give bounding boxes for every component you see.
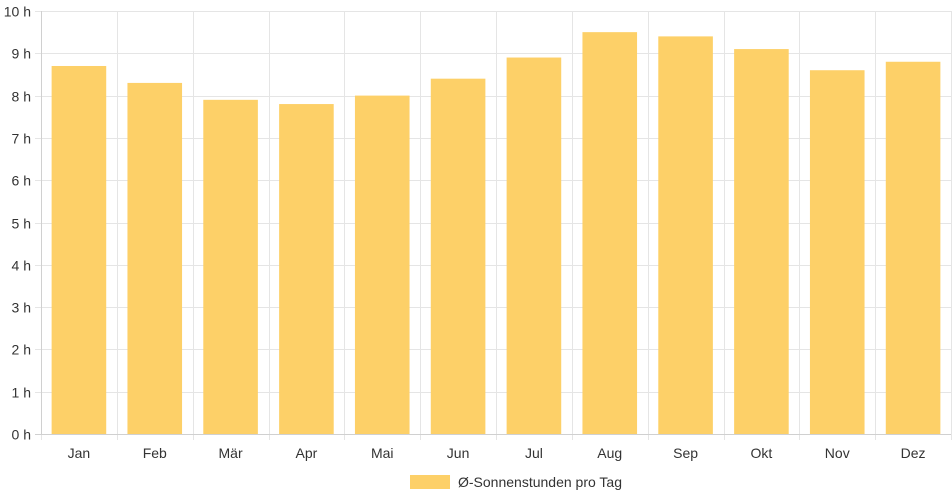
bars xyxy=(51,32,941,435)
y-tick-label: 2 h xyxy=(12,342,31,358)
y-tick-label: 9 h xyxy=(12,46,31,62)
x-tick-label: Aug xyxy=(597,445,622,461)
y-tick-label: 4 h xyxy=(12,258,31,274)
y-tick-label: 6 h xyxy=(12,173,31,189)
bar-feb[interactable] xyxy=(127,82,183,434)
y-tick-label: 7 h xyxy=(12,131,31,147)
bar-dez[interactable] xyxy=(885,61,941,434)
bar-apr[interactable] xyxy=(279,104,334,434)
y-tick-label: 0 h xyxy=(12,427,31,443)
x-tick-label: Feb xyxy=(143,445,167,461)
x-tick-label: Okt xyxy=(751,445,773,461)
x-tick-label: Jul xyxy=(525,445,543,461)
x-tick-label: Mai xyxy=(371,445,394,461)
y-tick-label: 8 h xyxy=(12,89,31,105)
x-tick-label: Apr xyxy=(296,445,318,461)
y-tick-label: 1 h xyxy=(12,385,31,401)
bar-mai[interactable] xyxy=(354,95,410,434)
legend-label: Ø-Sonnenstunden pro Tag xyxy=(458,474,622,490)
x-tick-label: Sep xyxy=(673,445,698,461)
y-tick-label: 5 h xyxy=(12,216,31,232)
axes: 0 h 1 h 2 h 3 h 4 h 5 h 6 h 7 h 8 h 9 h 10 h Jan Feb… xyxy=(4,4,951,461)
x-tick-label: Nov xyxy=(825,445,850,461)
x-tick-label: Dez xyxy=(901,445,926,461)
x-tick-label: Jan xyxy=(68,445,91,461)
bar-aug[interactable] xyxy=(582,32,638,435)
x-tick-label: Jun xyxy=(447,445,470,461)
bar-mär[interactable] xyxy=(203,99,258,434)
bar-jan[interactable] xyxy=(51,65,107,435)
legend[interactable]: Ø-Sonnenstunden pro Tag xyxy=(410,474,622,490)
bar-jul[interactable] xyxy=(506,57,562,434)
y-tick-label: 3 h xyxy=(12,300,31,316)
y-tick-label: 10 h xyxy=(4,4,31,20)
legend-swatch xyxy=(410,475,451,489)
bar-okt[interactable] xyxy=(734,49,789,434)
x-tick-label: Mär xyxy=(219,445,243,461)
bar-sep[interactable] xyxy=(658,36,713,434)
bar-jun[interactable] xyxy=(430,78,486,435)
bar-nov[interactable] xyxy=(809,70,865,434)
